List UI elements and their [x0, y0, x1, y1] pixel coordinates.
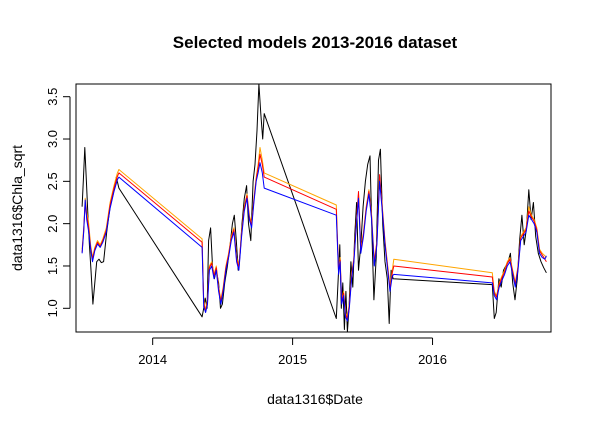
x-axis: 2014 2015 2016 — [138, 338, 447, 367]
series-line-0 — [82, 84, 546, 332]
plot-box — [76, 84, 551, 332]
series-line-2 — [82, 154, 546, 318]
y-tick-label: 2.0 — [45, 215, 60, 233]
series-line-3 — [82, 163, 546, 321]
x-tick-label: 2015 — [278, 352, 307, 367]
series-line-1 — [82, 148, 546, 317]
y-axis: 1.0 1.5 2.0 2.5 3.0 3.5 — [45, 88, 70, 318]
x-tick-label: 2016 — [418, 352, 447, 367]
x-axis-label: data1316$Date — [267, 391, 363, 407]
y-tick-label: 2.5 — [45, 172, 60, 190]
y-axis-label: data1316$Chla_sqrt — [9, 145, 25, 271]
y-tick-label: 3.0 — [45, 130, 60, 148]
y-tick-label: 3.5 — [45, 88, 60, 106]
series-layer — [82, 84, 546, 332]
x-tick-label: 2014 — [138, 352, 167, 367]
y-tick-label: 1.5 — [45, 257, 60, 275]
chart-title: Selected models 2013-2016 dataset — [173, 33, 458, 52]
y-tick-label: 1.0 — [45, 299, 60, 317]
